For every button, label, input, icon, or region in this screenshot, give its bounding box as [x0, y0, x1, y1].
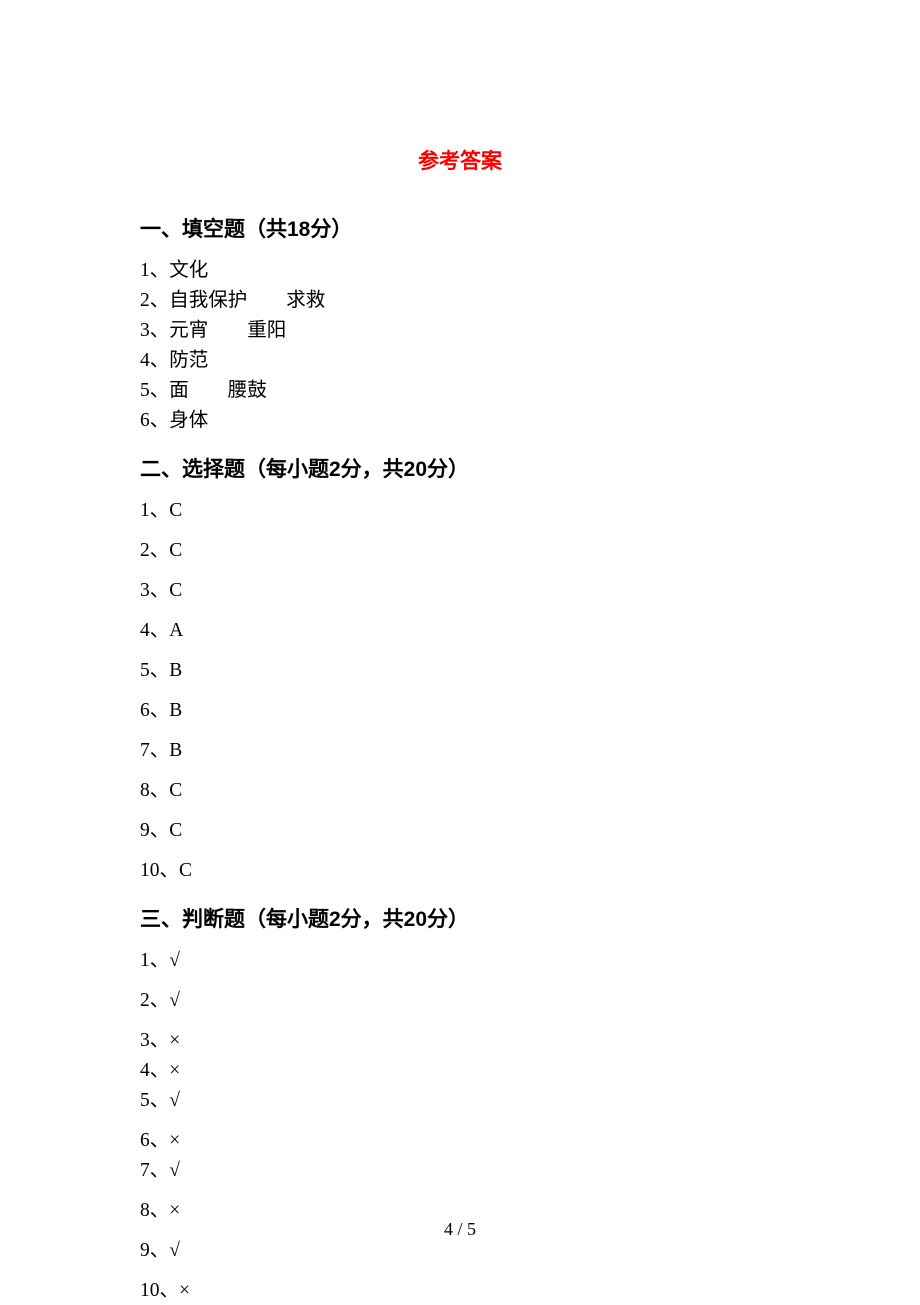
section-1-item: 1、文化	[140, 257, 780, 285]
section-2-item: 4、A	[140, 617, 780, 645]
section-2-item: 3、C	[140, 577, 780, 605]
section-1-header: 一、填空题（共18分）	[140, 213, 780, 243]
section-1-item: 6、身体	[140, 407, 780, 435]
section-2-item: 10、C	[140, 857, 780, 885]
section-2-item: 6、B	[140, 697, 780, 725]
section-2-item: 2、C	[140, 537, 780, 565]
section-1-item: 3、元宵 重阳	[140, 317, 780, 345]
section-3-item: 7、√	[140, 1157, 780, 1185]
section-1-item: 4、防范	[140, 347, 780, 375]
section-1-item: 5、面 腰鼓	[140, 377, 780, 405]
section-3-item: 1、√	[140, 947, 780, 975]
section-3-item: 5、√	[140, 1087, 780, 1115]
section-1-item: 2、自我保护 求救	[140, 287, 780, 315]
section-3-item: 3、×	[140, 1027, 780, 1055]
page-content: 参考答案 一、填空题（共18分） 1、文化 2、自我保护 求救 3、元宵 重阳 …	[0, 0, 920, 1305]
section-3-item: 2、√	[140, 987, 780, 1015]
section-3-item: 6、×	[140, 1127, 780, 1155]
section-2-header: 二、选择题（每小题2分，共20分）	[140, 453, 780, 483]
section-2-item: 7、B	[140, 737, 780, 765]
section-2-item: 8、C	[140, 777, 780, 805]
section-2-item: 1、C	[140, 497, 780, 525]
section-3-item: 10、×	[140, 1277, 780, 1305]
section-2-item: 5、B	[140, 657, 780, 685]
section-3-item: 9、√	[140, 1237, 780, 1265]
section-2-item: 9、C	[140, 817, 780, 845]
document-title: 参考答案	[140, 145, 780, 175]
section-3-header: 三、判断题（每小题2分，共20分）	[140, 903, 780, 933]
section-3-item: 4、×	[140, 1057, 780, 1085]
page-number: 4 / 5	[0, 1219, 920, 1240]
